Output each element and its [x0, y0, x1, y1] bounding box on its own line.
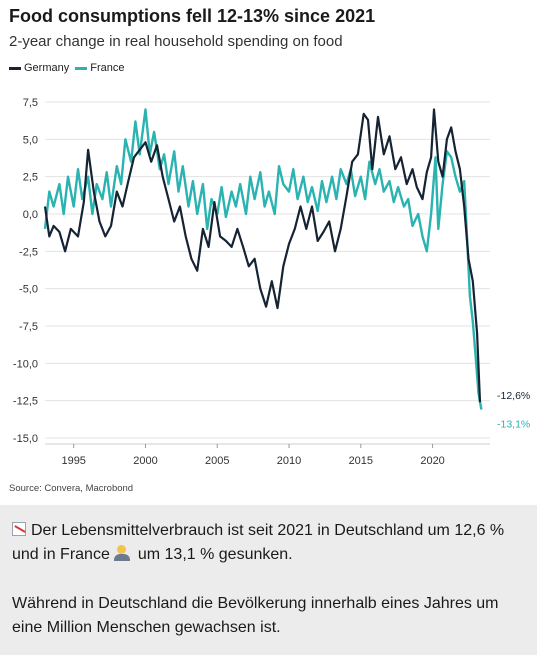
chart-title: Food consumptions fell 12-13% since 2021 [9, 6, 376, 26]
legend-item-france: France [75, 62, 125, 74]
x-tick-label: 2020 [420, 455, 444, 467]
y-tick-label: -10,0 [13, 358, 38, 370]
x-tick-label: 1995 [61, 455, 85, 467]
y-tick-label: -5,0 [19, 284, 38, 296]
germany-line [43, 108, 482, 403]
y-tick-label: 7,5 [23, 97, 38, 109]
end-label-germany: -12,6% [497, 390, 530, 402]
y-tick-label: 5,0 [23, 134, 38, 146]
x-tick-label: 2010 [277, 455, 301, 467]
caption-text-1b: um 13,1 % gesunken. [137, 546, 293, 563]
legend-swatch-germany [9, 66, 21, 70]
line-chart: 7,5 5,0 2,5 0,0 -2,5 -5,0 -7,5 -10,0 -12,5 -15,0 1… [13, 97, 530, 467]
legend-swatch-france [75, 66, 88, 70]
legend-label-france: France [90, 62, 125, 74]
legend-item-germany: Germany [9, 62, 69, 74]
y-tick-label: -7,5 [19, 321, 38, 333]
chart-card: Food consumptions fell 12-13% since 2021… [0, 0, 537, 505]
caption: Der Lebensmittelverbrauch ist seit 2021 … [12, 519, 527, 640]
caption-text-1a: Der Lebensmittelverbrauch ist seit 2021 … [12, 522, 505, 563]
legend: Germany France [9, 62, 131, 74]
end-label-france: -13,1% [497, 419, 530, 431]
legend-label-germany: Germany [24, 62, 70, 74]
y-tick-label: -15,0 [13, 433, 38, 445]
y-tick-label: 2,5 [23, 172, 38, 184]
chart-subtitle: 2-year change in real household spending… [9, 33, 343, 50]
y-tick-label: 0,0 [23, 209, 38, 221]
people-icon [112, 545, 132, 561]
source-note: Source: Convera, Macrobond [9, 483, 134, 494]
x-tick-label: 2000 [133, 455, 157, 467]
chart-decreasing-icon [12, 522, 26, 536]
caption-paragraph-1: Der Lebensmittelverbrauch ist seit 2021 … [12, 519, 527, 567]
france-line [43, 108, 483, 410]
x-tick-label: 2005 [205, 455, 229, 467]
y-tick-label: -12,5 [13, 396, 38, 408]
x-tick-label: 2015 [349, 455, 373, 467]
y-tick-label: -2,5 [19, 246, 38, 258]
caption-paragraph-2: Während in Deutschland die Bevölkerung i… [12, 595, 499, 636]
